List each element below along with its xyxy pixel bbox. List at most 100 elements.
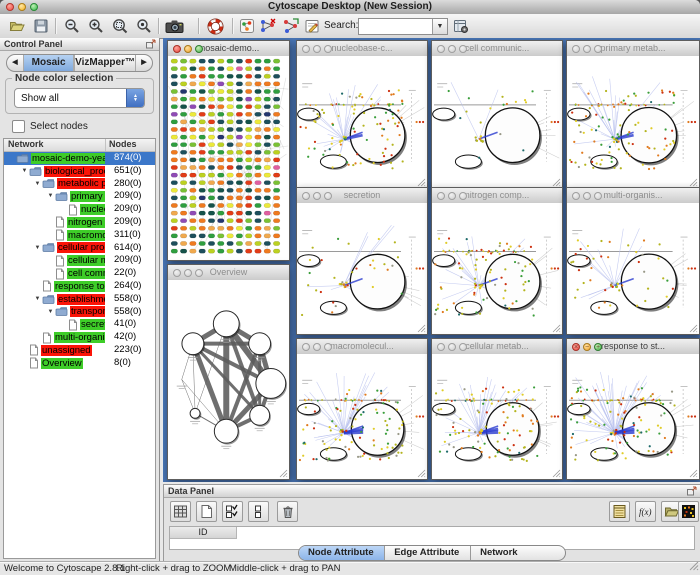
tree-row[interactable]: secretion 41(0) <box>4 318 155 331</box>
snapshot-icon[interactable] <box>164 17 186 35</box>
window-close-button[interactable] <box>173 268 181 277</box>
tab-scroll-left[interactable]: ◀ <box>12 59 18 66</box>
tree-row[interactable]: ▼ establishment of lo 558(0) <box>4 293 155 306</box>
window-titlebar[interactable]: macromolecul... <box>297 339 427 355</box>
network-window[interactable]: cellular metab... <box>431 338 563 480</box>
network-view-canvas[interactable] <box>168 280 289 479</box>
network-view-canvas[interactable] <box>297 56 427 188</box>
select-nodes-checkbox[interactable] <box>12 120 25 133</box>
tree-expand-icon[interactable]: ▼ <box>34 244 41 251</box>
window-close-button[interactable] <box>572 44 580 53</box>
network-view-canvas[interactable] <box>432 203 562 334</box>
network-view-canvas[interactable] <box>432 56 562 188</box>
attribute-editor-icon[interactable] <box>609 501 630 522</box>
window-titlebar[interactable]: secretion <box>297 188 427 204</box>
help-icon[interactable] <box>206 17 224 35</box>
float-panel-icon[interactable] <box>146 39 156 51</box>
zoom-out-icon[interactable] <box>63 17 81 35</box>
window-close-button[interactable] <box>302 44 310 53</box>
network-view-canvas[interactable] <box>297 354 427 479</box>
vizmapper-icon[interactable] <box>238 17 256 35</box>
window-titlebar[interactable]: nitrogen comp... <box>432 188 562 204</box>
node-color-dropdown[interactable]: Show all ▲ ▼ <box>14 88 145 108</box>
window-minimize-button[interactable] <box>583 44 591 53</box>
window-minimize-button[interactable] <box>448 342 456 351</box>
network-window[interactable]: nucleobase-c... <box>296 40 428 189</box>
window-minimize-button[interactable] <box>313 44 321 53</box>
window-titlebar[interactable]: multi-organis... <box>567 188 699 204</box>
window-close-button[interactable] <box>302 191 310 200</box>
window-minimize-button[interactable] <box>448 44 456 53</box>
filter-icon[interactable] <box>303 17 321 35</box>
window-minimize-button[interactable] <box>313 342 321 351</box>
window-zoom-button[interactable]: + <box>594 342 602 351</box>
tree-expand-icon[interactable]: ▼ <box>21 167 28 174</box>
window-close-button[interactable] <box>173 44 181 53</box>
window-titlebar[interactable]: primary metab... <box>567 41 699 57</box>
network-window[interactable]: mosaic-demo... <box>167 40 290 261</box>
zoom-fit-icon[interactable] <box>111 17 129 35</box>
tree-expand-icon[interactable]: ▼ <box>47 308 54 315</box>
window-close-button[interactable]: × <box>572 342 580 351</box>
window-zoom-button[interactable] <box>594 191 602 200</box>
window-zoom-button[interactable] <box>594 44 602 53</box>
resize-grip-icon[interactable] <box>688 560 699 574</box>
tab-node-attribute-browser[interactable]: Node Attribute Browser <box>299 546 386 560</box>
tab-mosaic[interactable]: Mosaic <box>23 55 75 71</box>
column-network[interactable]: Network <box>4 139 106 151</box>
network-view-canvas[interactable] <box>432 354 562 479</box>
search-input[interactable] <box>359 19 432 34</box>
window-zoom-button[interactable] <box>324 191 332 200</box>
network-window[interactable]: primary metab... <box>566 40 700 189</box>
tree-row[interactable]: ▼ cellular process 614(0) <box>4 242 155 255</box>
window-minimize-button[interactable] <box>313 191 321 200</box>
window-close-button[interactable] <box>572 191 580 200</box>
delete-attribute-icon[interactable] <box>277 501 298 522</box>
window-zoom-button[interactable] <box>195 44 203 53</box>
window-zoom-button[interactable] <box>324 342 332 351</box>
window-close-button[interactable] <box>437 44 445 53</box>
tree-row[interactable]: unassigned 223(0) <box>4 344 155 357</box>
tree-row[interactable]: ▼ metabolic process 280(0) <box>4 178 155 191</box>
close-button[interactable] <box>6 3 14 11</box>
network-view-canvas[interactable] <box>297 203 427 334</box>
window-close-button[interactable] <box>302 342 310 351</box>
network-view-canvas[interactable] <box>567 203 699 334</box>
network-window[interactable]: × − + response to st... <box>566 338 700 480</box>
tree-expand-icon[interactable]: ▼ <box>34 295 41 302</box>
window-titlebar[interactable]: cell communic... <box>432 41 562 57</box>
network-window[interactable]: nitrogen comp... <box>431 187 563 335</box>
zoom-button[interactable] <box>30 3 38 11</box>
window-titlebar[interactable]: cellular metab... <box>432 339 562 355</box>
window-minimize-button[interactable] <box>448 191 456 200</box>
tree-row[interactable]: Overview 8(0) <box>4 357 155 370</box>
window-zoom-button[interactable] <box>459 342 467 351</box>
window-minimize-button[interactable] <box>583 191 591 200</box>
window-zoom-button[interactable] <box>324 44 332 53</box>
tree-row[interactable]: multi-organism pro 42(0) <box>4 331 155 344</box>
tab-network-attribute-browser[interactable]: Network Attribute Browser <box>480 547 518 558</box>
window-zoom-button[interactable] <box>195 268 203 277</box>
window-zoom-button[interactable] <box>459 191 467 200</box>
network-view-canvas[interactable] <box>567 354 699 479</box>
tree-row[interactable]: macromolecule 311(0) <box>4 229 155 242</box>
zoom-in-icon[interactable] <box>87 17 105 35</box>
zoom-selected-icon[interactable] <box>135 17 153 35</box>
tree-expand-icon[interactable]: ▼ <box>34 180 41 187</box>
network-window[interactable]: multi-organis... <box>566 187 700 335</box>
network-selection-icon[interactable] <box>258 17 278 35</box>
window-titlebar[interactable]: nucleobase-c... <box>297 41 427 57</box>
save-icon[interactable] <box>32 17 50 35</box>
tab-vizmapper[interactable]: VizMapper™ <box>74 55 136 71</box>
network-window[interactable]: cell communic... <box>431 40 563 189</box>
unselect-all-attributes-icon[interactable] <box>248 501 269 522</box>
tree-row[interactable]: cellular metabo 209(0) <box>4 254 155 267</box>
window-titlebar[interactable]: × − + response to st... <box>567 339 699 355</box>
window-titlebar[interactable]: Overview <box>168 265 289 281</box>
tree-row[interactable]: ▼ biological_process 651(0) <box>4 165 155 178</box>
select-all-attributes-icon[interactable] <box>222 501 243 522</box>
column-nodes[interactable]: Nodes <box>109 139 137 149</box>
network-view-canvas[interactable] <box>168 56 289 260</box>
minimize-button[interactable] <box>18 3 26 11</box>
new-network-icon[interactable] <box>281 17 301 35</box>
